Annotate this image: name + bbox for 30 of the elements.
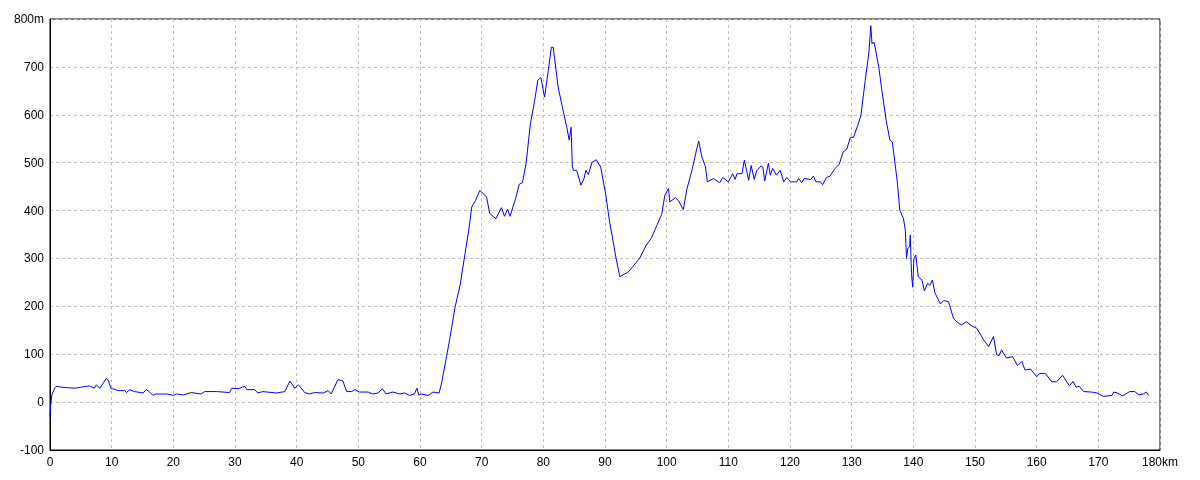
x-tick-label: 100 (656, 455, 677, 469)
x-tick-label: 10 (104, 455, 119, 469)
x-tick-label: 80 (536, 455, 551, 469)
x-tick-label: 0 (46, 455, 54, 469)
x-tick-label: 170 (1088, 455, 1109, 469)
y-tick-label: 200 (23, 299, 45, 314)
x-tick-label: 120 (779, 455, 801, 469)
y-tick-label: 800m (13, 12, 44, 26)
x-tick-label: 20 (166, 455, 181, 469)
y-tick-label: -100 (19, 443, 45, 457)
x-tick-label: 180km (1141, 455, 1179, 469)
x-tick-label: 140 (903, 455, 924, 469)
x-tick-label: 30 (228, 455, 242, 469)
x-tick-label: 60 (413, 455, 427, 469)
y-tick-label: 300 (23, 251, 45, 266)
x-tick-label: 70 (474, 455, 489, 469)
x-tick-label: 160 (1026, 455, 1047, 469)
y-tick-label: 0 (37, 395, 45, 410)
line-series (49, 25, 1149, 417)
y-tick-label: 500 (23, 155, 45, 170)
x-tick-label: 40 (289, 455, 304, 469)
y-tick-label: 700 (23, 59, 45, 74)
x-tick-label: 50 (351, 455, 366, 469)
x-tick-label: 110 (718, 455, 739, 469)
x-tick-label: 150 (964, 455, 986, 469)
y-tick-label: 400 (23, 203, 45, 218)
y-tick-label: 600 (23, 107, 45, 122)
y-tick-label: 100 (23, 347, 45, 362)
x-tick-label: 130 (841, 455, 862, 469)
x-tick-label: 90 (598, 455, 612, 469)
